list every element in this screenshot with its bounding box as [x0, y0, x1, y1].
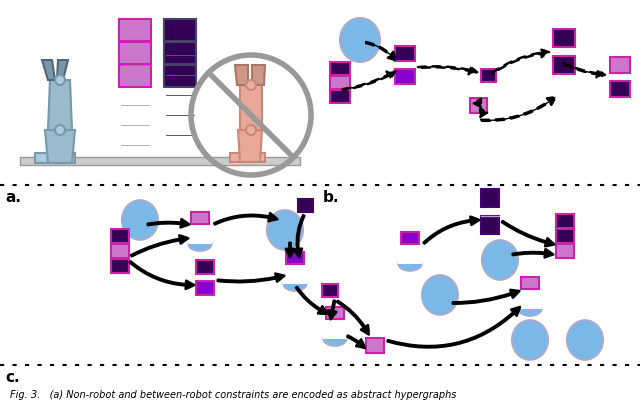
Bar: [556, 244, 574, 258]
Ellipse shape: [122, 200, 158, 240]
Bar: [395, 46, 415, 61]
Bar: [481, 189, 499, 206]
Bar: [330, 62, 350, 75]
Ellipse shape: [398, 257, 422, 271]
FancyArrowPatch shape: [562, 62, 605, 78]
Bar: [521, 277, 539, 289]
Bar: [111, 259, 129, 273]
FancyArrowPatch shape: [294, 215, 305, 257]
FancyArrowPatch shape: [130, 261, 194, 289]
Bar: [326, 307, 344, 319]
FancyArrowPatch shape: [387, 307, 520, 347]
Bar: [284, 276, 307, 284]
FancyArrowPatch shape: [492, 49, 549, 74]
Polygon shape: [48, 80, 72, 130]
Bar: [286, 252, 304, 264]
Text: b.: b.: [323, 190, 339, 205]
FancyArrowPatch shape: [513, 249, 553, 258]
Bar: [610, 81, 630, 96]
Text: c.: c.: [5, 370, 20, 385]
FancyArrowPatch shape: [342, 71, 396, 90]
Polygon shape: [42, 60, 55, 80]
Bar: [553, 29, 575, 46]
FancyArrowPatch shape: [337, 301, 369, 334]
Bar: [188, 236, 212, 244]
Bar: [470, 98, 486, 112]
Bar: [119, 42, 151, 64]
Bar: [401, 232, 419, 244]
Bar: [230, 153, 265, 162]
Polygon shape: [45, 130, 75, 163]
Bar: [164, 42, 196, 64]
Ellipse shape: [518, 302, 541, 316]
Bar: [298, 199, 312, 212]
Polygon shape: [252, 65, 265, 85]
Bar: [111, 244, 129, 258]
Bar: [322, 283, 338, 297]
Bar: [556, 229, 574, 243]
Circle shape: [246, 125, 256, 135]
Ellipse shape: [512, 320, 548, 360]
Ellipse shape: [284, 277, 307, 291]
Bar: [119, 65, 151, 87]
Bar: [119, 19, 151, 41]
FancyArrowPatch shape: [148, 219, 189, 227]
Text: Fig. 3.   (a) Non-robot and between-robot constraints are encoded as abstract hy: Fig. 3. (a) Non-robot and between-robot …: [10, 390, 456, 400]
FancyArrowPatch shape: [286, 243, 294, 257]
Bar: [330, 89, 350, 102]
Bar: [395, 69, 415, 83]
Bar: [196, 260, 214, 274]
Bar: [20, 157, 300, 165]
Circle shape: [246, 80, 256, 90]
FancyArrowPatch shape: [365, 42, 396, 61]
Polygon shape: [235, 65, 248, 85]
FancyArrowPatch shape: [452, 290, 520, 304]
Polygon shape: [238, 130, 262, 162]
FancyArrowPatch shape: [328, 301, 337, 319]
Circle shape: [55, 125, 65, 135]
FancyArrowPatch shape: [218, 274, 284, 282]
Bar: [191, 212, 209, 224]
Bar: [398, 256, 422, 264]
Bar: [111, 229, 129, 243]
Bar: [164, 19, 196, 41]
Bar: [553, 56, 575, 73]
FancyArrowPatch shape: [131, 235, 188, 256]
Bar: [323, 331, 347, 339]
Ellipse shape: [188, 237, 212, 251]
Bar: [330, 75, 350, 89]
Circle shape: [55, 75, 65, 85]
FancyArrowPatch shape: [214, 213, 277, 224]
Polygon shape: [240, 85, 262, 130]
Bar: [164, 65, 196, 87]
Ellipse shape: [267, 210, 303, 250]
Bar: [556, 214, 574, 228]
FancyArrowPatch shape: [418, 66, 477, 75]
FancyArrowPatch shape: [348, 336, 365, 348]
FancyArrowPatch shape: [502, 221, 554, 246]
Bar: [35, 153, 75, 163]
Text: a.: a.: [5, 190, 21, 205]
Polygon shape: [57, 60, 68, 80]
FancyArrowPatch shape: [479, 108, 487, 118]
Ellipse shape: [567, 320, 603, 360]
Ellipse shape: [340, 18, 380, 62]
FancyArrowPatch shape: [473, 99, 481, 107]
FancyArrowPatch shape: [424, 217, 479, 243]
Bar: [610, 56, 630, 73]
Bar: [366, 337, 384, 353]
Ellipse shape: [482, 240, 518, 280]
Bar: [481, 69, 495, 81]
Ellipse shape: [323, 332, 347, 346]
Ellipse shape: [422, 275, 458, 315]
Bar: [481, 216, 499, 233]
FancyArrowPatch shape: [296, 287, 328, 314]
Bar: [196, 280, 214, 295]
Bar: [518, 301, 541, 309]
FancyArrowPatch shape: [481, 97, 556, 121]
